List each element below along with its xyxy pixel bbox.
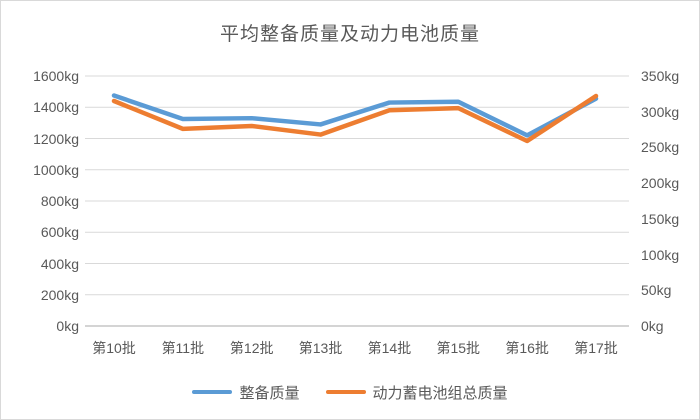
left-axis-tick-label: 1600kg: [33, 68, 79, 84]
series-line-battery-mass: [111, 93, 599, 144]
right-axis-tick-label: 300kg: [641, 103, 680, 120]
legend-line-swatch-icon: [325, 389, 366, 395]
left-axis-tick-label: 1200kg: [33, 130, 79, 147]
right-axis-tick-label: 350kg: [641, 68, 680, 84]
legend-item: 整备质量: [192, 382, 300, 403]
right-axis-tick-label: 200kg: [641, 175, 680, 192]
legend-label: 整备质量: [239, 384, 300, 402]
left-axis-tick-label: 600kg: [40, 224, 79, 241]
x-axis-category-label: 第10批: [92, 340, 136, 356]
legend-item: 动力蓄电池组总质量: [325, 382, 508, 403]
series-line-curb-weight: [111, 93, 599, 138]
x-axis-category-label: 第11批: [161, 340, 205, 356]
x-axis-category-label: 第14批: [367, 340, 412, 356]
right-axis-tick-label: 0kg: [641, 318, 664, 334]
left-axis-tick-label: 800kg: [40, 193, 79, 209]
x-axis-category-label: 第12批: [229, 340, 274, 356]
x-axis-category-label: 第17批: [574, 340, 618, 356]
x-axis-category-label: 第16批: [505, 340, 549, 356]
legend-label: 动力蓄电池组总质量: [372, 384, 508, 402]
right-axis-tick-label: 100kg: [641, 246, 680, 263]
left-axis-tick-label: 1400kg: [33, 99, 79, 116]
chart-title: 平均整备质量及动力电池质量: [219, 24, 480, 45]
left-axis-tick-label: 400kg: [40, 255, 79, 272]
left-axis-tick-label: 0kg: [56, 318, 79, 334]
right-axis-tick-label: 250kg: [641, 139, 680, 156]
legend-line-swatch-icon: [192, 389, 233, 395]
left-axis-tick-label: 1000kg: [33, 161, 79, 178]
x-axis-category-label: 第13批: [298, 340, 343, 356]
right-axis-tick-label: 50kg: [641, 282, 672, 299]
right-axis-tick-label: 150kg: [641, 210, 680, 227]
legend: 整备质量 动力蓄电池组总质量: [1, 381, 699, 403]
left-axis-tick-label: 200kg: [40, 286, 79, 303]
x-axis-category-label: 第15批: [436, 340, 481, 356]
